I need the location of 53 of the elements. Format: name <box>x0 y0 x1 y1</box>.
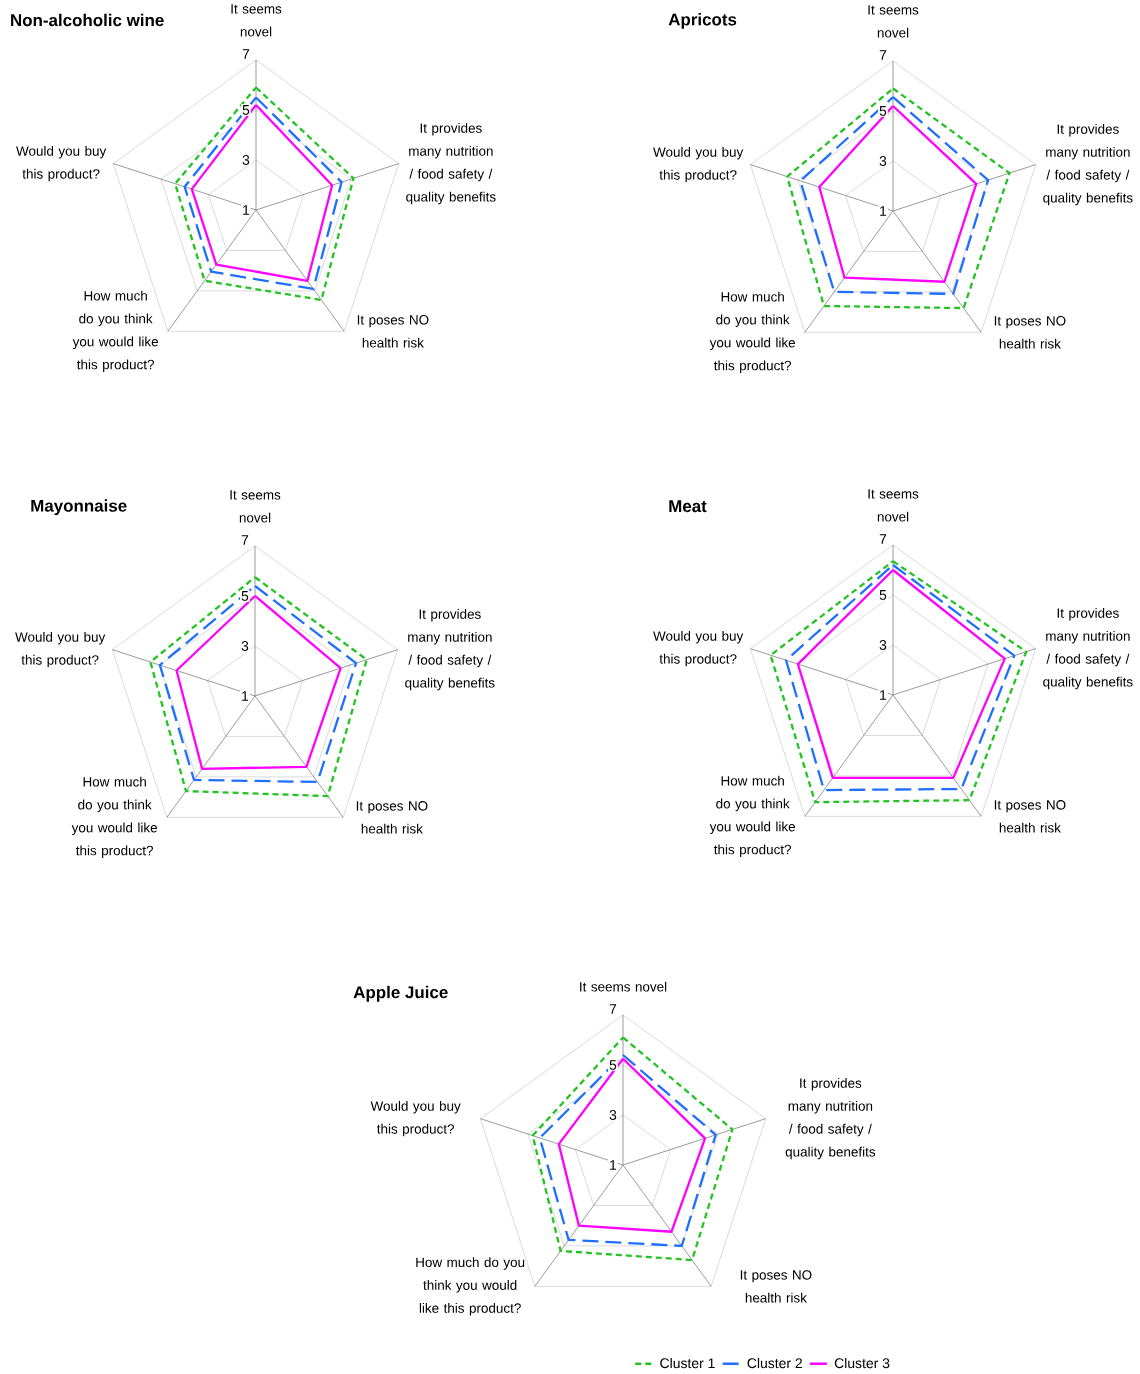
y-tick-label: 5 <box>241 591 249 601</box>
spoke-label: It poses NO health risk <box>994 316 1066 349</box>
spoke-label: It seems novel <box>868 5 919 38</box>
y-tick-label: 7 <box>879 534 887 544</box>
y-tick-label: 3 <box>609 1110 617 1120</box>
y-tick-label: 1 <box>610 1160 617 1170</box>
spoke-label: It poses NO health risk <box>357 315 429 348</box>
y-tick-label: 1 <box>243 205 250 215</box>
spoke-label: Would you buy this product? <box>370 1100 461 1137</box>
spoke-label: How much do you think you would like this product? <box>709 775 796 857</box>
spoke-label: It provides many nutrition / food safety / quality benefits <box>1043 123 1133 206</box>
legend-label: Cluster 2 <box>747 1357 802 1369</box>
y-tick-label: 7 <box>242 49 250 59</box>
y-tick-label: 5 <box>609 1060 617 1070</box>
spoke-label: How much do you think you would like this product? <box>71 776 158 858</box>
y-tick-label: 1 <box>880 206 887 216</box>
spoke-label: How much do you think you would like this product? <box>709 291 796 373</box>
spoke-label: Would you buy this product? <box>653 146 744 183</box>
text: Meat <box>669 500 707 513</box>
spoke-label: It provides many nutrition / food safety / quality benefits <box>785 1078 876 1160</box>
y-tick-label: 5 <box>879 106 887 116</box>
legend-label: Cluster 1 <box>660 1357 715 1369</box>
spoke-label: It seems novel <box>230 490 281 523</box>
text: Mayonnaise <box>31 499 127 516</box>
spoke-label: How much do you think you would like this product? <box>416 1257 525 1316</box>
spoke-label: It poses NO health risk <box>356 801 428 834</box>
chart-title: Apple Juice <box>353 985 448 1002</box>
y-tick-label: 3 <box>241 641 249 651</box>
legend-label: Cluster 3 <box>834 1357 890 1369</box>
spoke-label: It seems novel <box>580 981 667 992</box>
y-tick-label: 3 <box>242 155 250 165</box>
spoke-label: It provides many nutrition / food safety / quality benefits <box>405 608 495 691</box>
chart-title: Apricots <box>668 13 737 29</box>
y-tick-label: 1 <box>242 691 249 701</box>
spoke-label: It seems novel <box>231 4 282 37</box>
spoke-label: How much do you think you would like this product? <box>72 290 159 372</box>
y-tick-label: 5 <box>242 105 250 115</box>
y-tick-label: 1 <box>880 690 887 700</box>
y-tick-label: 5 <box>879 590 887 600</box>
y-tick-label: 7 <box>879 50 887 60</box>
spoke-label: Would you buy this product? <box>15 631 106 668</box>
spoke-label: It provides many nutrition / food safety / quality benefits <box>406 122 496 205</box>
spoke-label: Would you buy this product? <box>16 145 107 182</box>
y-tick-label: 7 <box>241 535 249 545</box>
y-tick-label: 3 <box>879 640 887 650</box>
spoke-label: It provides many nutrition / food safety / quality benefits <box>1043 607 1133 690</box>
spoke-label: It seems novel <box>868 489 919 522</box>
y-tick-label: 7 <box>609 1004 617 1014</box>
chart-title: Non-alcoholic wine <box>11 13 164 27</box>
y-tick-label: 3 <box>879 156 887 166</box>
spoke-label: It poses NO health risk <box>994 800 1066 833</box>
spoke-label: It poses NO health risk <box>740 1270 812 1303</box>
spoke-label: Would you buy this product? <box>653 630 744 667</box>
